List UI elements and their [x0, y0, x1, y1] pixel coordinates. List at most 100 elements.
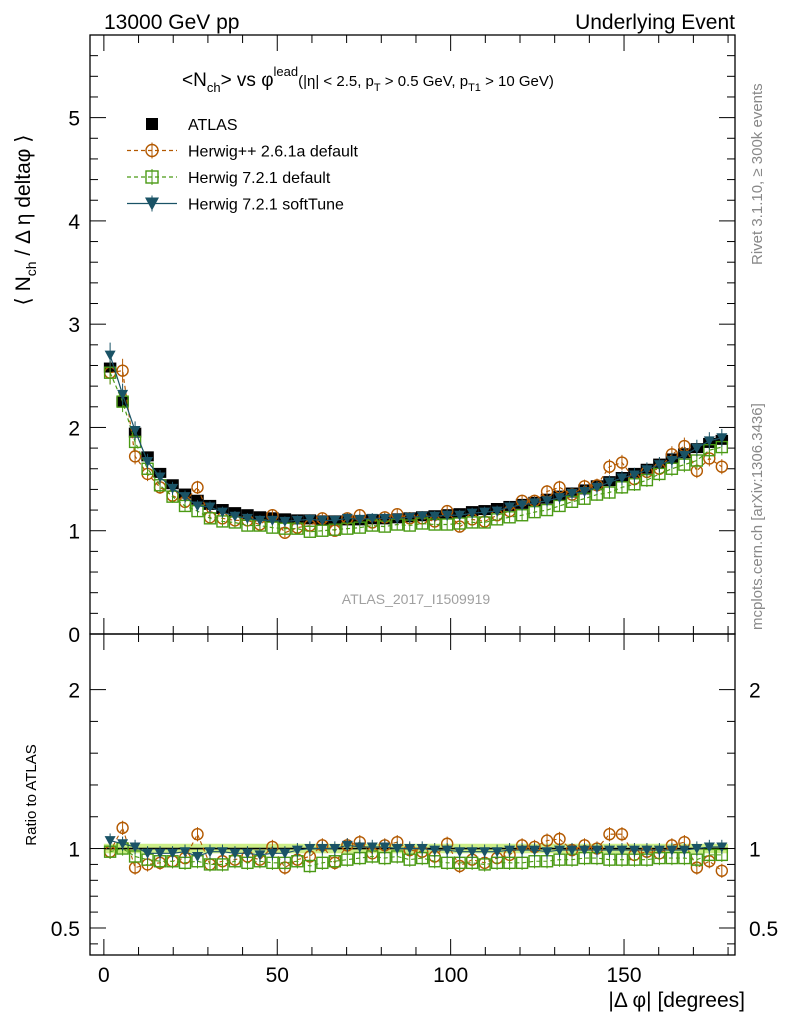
- x-tick-label: 0: [98, 964, 110, 987]
- data-point: [616, 845, 628, 856]
- x-tick-label: 150: [607, 964, 642, 987]
- series-herwig-7-2-1-default: [103, 360, 729, 538]
- data-point: [216, 858, 229, 871]
- data-point: [504, 845, 516, 856]
- data-point: [341, 513, 353, 524]
- title-cuts-c: > 10 GeV): [481, 73, 554, 90]
- data-point: [328, 855, 342, 868]
- data-point: [441, 510, 453, 521]
- data-point: [254, 850, 266, 861]
- data-point: [529, 845, 541, 856]
- data-point: [466, 847, 478, 858]
- data-point: [715, 864, 729, 877]
- data-point: [279, 848, 291, 859]
- data-point: [653, 845, 665, 856]
- data-point: [616, 473, 628, 484]
- data-point: [603, 460, 616, 473]
- ratio-panel: 0.5 0.5 1 1 2 2 0 50 100 150: [51, 633, 778, 987]
- series-line: [109, 372, 722, 533]
- legend-item: Herwig 7.2.1 softTune: [127, 195, 344, 214]
- data-point: [167, 483, 179, 494]
- data-point: [529, 498, 541, 509]
- data-point: [145, 170, 159, 184]
- side-text-bottom: mcplots.cern.ch [arXiv:1306.3436]: [749, 403, 766, 630]
- data-point: [154, 472, 166, 483]
- data-point: [192, 851, 203, 862]
- data-point: [554, 845, 566, 856]
- data-point: [104, 836, 116, 847]
- data-point: [116, 364, 129, 377]
- data-point: [416, 511, 428, 522]
- title-main-sub: ch: [207, 80, 221, 95]
- title-cuts-a-sub: T: [374, 82, 381, 94]
- data-point: [316, 515, 328, 526]
- ratio-series-herwig-7-2-1-softtune: [104, 833, 728, 864]
- data-point: [454, 847, 466, 858]
- data-point: [316, 844, 328, 855]
- data-point: [117, 389, 129, 400]
- x-tick-label: 100: [433, 964, 468, 987]
- data-point: [179, 492, 191, 503]
- xlabel: |Δ φ| [degrees]: [608, 989, 745, 1012]
- data-point: [167, 848, 179, 859]
- data-point: [541, 496, 553, 507]
- data-point: [279, 516, 291, 527]
- data-point: [566, 489, 578, 500]
- y-tick-label: 5: [68, 108, 80, 131]
- y-tick-label: 2: [68, 680, 80, 703]
- y-tick-label: 3: [68, 314, 80, 337]
- data-point: [479, 507, 491, 518]
- legend-label: Herwig 7.2.1 softTune: [188, 197, 344, 214]
- data-point: [191, 481, 204, 494]
- legend: ATLAS Herwig++ 2.6.1a default Herwig 7.2.1…: [127, 117, 358, 214]
- data-point: [216, 507, 228, 518]
- y-tick-label: 1: [68, 839, 80, 862]
- data-point: [191, 828, 204, 841]
- data-point: [117, 839, 129, 850]
- data-point: [229, 848, 241, 859]
- data-point: [145, 197, 159, 211]
- y-tick-label: 4: [68, 211, 80, 234]
- data-point: [691, 443, 703, 454]
- data-point: [615, 456, 629, 469]
- data-point: [241, 513, 253, 524]
- data-point: [404, 512, 416, 523]
- data-point: [391, 513, 403, 524]
- data-point: [491, 506, 503, 517]
- data-point: [128, 450, 142, 463]
- data-point: [104, 350, 116, 361]
- data-point: [146, 118, 158, 130]
- y-tick-label: 2: [749, 680, 761, 703]
- ratio-series-layer: [103, 820, 729, 878]
- data-point: [429, 511, 441, 522]
- title-cuts-b: > 0.5 GeV, p: [381, 73, 468, 90]
- data-point: [404, 844, 416, 855]
- data-point: [591, 482, 603, 493]
- data-point: [516, 500, 528, 511]
- data-point: [254, 515, 266, 526]
- legend-item: Herwig++ 2.6.1a default: [127, 142, 358, 161]
- series-line: [109, 847, 722, 867]
- data-point: [179, 847, 191, 858]
- data-point: [303, 525, 317, 538]
- data-point: [591, 845, 603, 856]
- data-point: [615, 828, 629, 841]
- data-point: [354, 514, 366, 525]
- data-point: [716, 842, 728, 853]
- data-point: [145, 143, 159, 158]
- data-point: [116, 821, 129, 835]
- data-point: [440, 856, 454, 870]
- data-point: [491, 847, 503, 858]
- y-tick-label: 2: [68, 417, 80, 440]
- data-point: [266, 848, 278, 859]
- data-point: [715, 460, 729, 473]
- title-cuts-a: (|η| < 2.5, p: [298, 73, 374, 90]
- data-point: [142, 848, 154, 859]
- data-point: [703, 436, 715, 447]
- data-point: [653, 460, 665, 471]
- data-point: [142, 457, 154, 468]
- data-point: [641, 845, 653, 856]
- data-point: [203, 512, 217, 525]
